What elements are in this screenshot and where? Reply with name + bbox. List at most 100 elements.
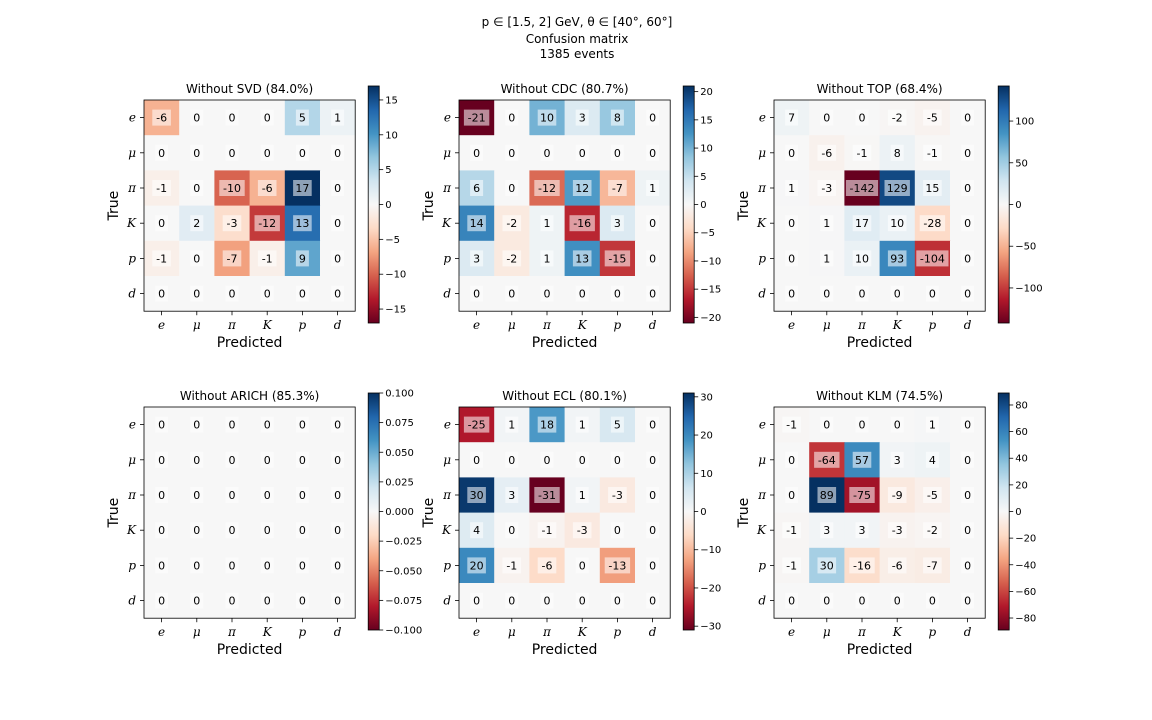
- x-tick-label: e: [473, 318, 480, 332]
- cell-label-box: [190, 285, 204, 302]
- y-tick-label: p: [443, 558, 451, 572]
- cell-value-label: -2: [927, 524, 938, 537]
- cell-label-box: [260, 522, 274, 539]
- y-tick-label: d: [758, 594, 766, 608]
- cell-value-label: 0: [229, 419, 236, 432]
- cell-label-box: [610, 522, 624, 539]
- y-tick-label: π: [127, 181, 137, 195]
- y-tick-label: K: [126, 523, 137, 537]
- y-tick-label: d: [443, 287, 451, 301]
- cell-value-label: -142: [850, 182, 875, 195]
- colorbar-tick-label: 20: [700, 87, 713, 98]
- cell-value-label: 0: [788, 147, 795, 160]
- x-tick-label: p: [929, 318, 937, 332]
- colorbar-tick-label: −5: [385, 235, 400, 246]
- colorbar-tick-label: 0: [1015, 507, 1021, 518]
- cell-label-box: [852, 215, 872, 232]
- cell-label-box: [923, 557, 942, 574]
- cell-value-label: 0: [649, 147, 656, 160]
- cell-value-label: 0: [229, 454, 236, 467]
- x-tick-label: μ: [823, 625, 831, 639]
- cell-value-label: -2: [892, 112, 903, 125]
- cell-label-box: [785, 487, 799, 503]
- cell-label-box: [855, 285, 869, 302]
- cell-value-label: 3: [859, 524, 866, 537]
- y-axis-label: True: [106, 498, 122, 529]
- panel-title: Without TOP (68.4%): [817, 82, 943, 96]
- cell-label-box: [467, 557, 486, 574]
- colorbar: [367, 392, 380, 631]
- colorbar-tick-label: 0.025: [385, 477, 414, 488]
- cell-value-label: 0: [788, 595, 795, 608]
- cell-value-label: 1: [579, 419, 586, 432]
- cell-value-label: 0: [964, 524, 971, 537]
- cell-label-box: [331, 451, 345, 468]
- cell-value-label: 0: [788, 288, 795, 301]
- colorbar-tick-label: 20: [1015, 480, 1028, 491]
- cell-value-label: -28: [923, 217, 941, 230]
- cell-value-label: 30: [820, 559, 834, 572]
- colorbar-tick-label: −60: [1015, 587, 1036, 598]
- suptitle-line-3: 1385 events: [540, 47, 615, 61]
- cell-value-label: 0: [788, 252, 795, 265]
- x-tick-label: e: [158, 318, 165, 332]
- cell-value-label: -5: [927, 112, 938, 125]
- cell-value-label: 0: [823, 288, 830, 301]
- heatmap-panel: Without ECL (80.1%)-25 1 18 1 5 00 0 0 0 0 030 3 -31…: [421, 389, 721, 658]
- colorbar-tick-label: −80: [1015, 614, 1036, 625]
- x-axis-label: Predicted: [532, 642, 598, 658]
- cell-value-label: 0: [964, 288, 971, 301]
- x-tick-label: e: [473, 625, 480, 639]
- cell-label-box: [331, 487, 345, 503]
- cell-label-box: [505, 592, 519, 609]
- cell-label-box: [295, 487, 309, 503]
- cell-value-label: 0: [508, 595, 515, 608]
- cell-label-box: [610, 451, 624, 468]
- cell-label-box: [646, 109, 660, 126]
- cell-label-box: [190, 250, 204, 267]
- x-tick-label: p: [299, 318, 307, 332]
- cell-label-box: [470, 522, 484, 539]
- cell-value-label: 0: [473, 595, 480, 608]
- cell-label-box: [852, 144, 872, 161]
- cell-value-label: 0: [158, 217, 165, 230]
- cell-label-box: [887, 215, 907, 232]
- cell-label-box: [257, 250, 277, 267]
- cell-value-label: 0: [579, 454, 586, 467]
- y-tick-label: π: [127, 488, 137, 502]
- cell-label-box: [610, 144, 624, 161]
- y-tick-label: d: [128, 287, 136, 301]
- cell-value-label: 0: [579, 559, 586, 572]
- cell-label-box: [785, 285, 799, 302]
- colorbar-tick-label: 60: [1015, 427, 1028, 438]
- cell-value-label: -1: [262, 252, 273, 265]
- x-tick-label: K: [577, 318, 588, 332]
- colorbar-tick-label: 40: [1015, 454, 1028, 465]
- colorbar-tick-label: 30: [700, 392, 713, 403]
- cell-value-label: 15: [925, 182, 939, 195]
- cell-value-label: 0: [158, 288, 165, 301]
- cell-label-box: [890, 592, 904, 609]
- cell-value-label: 0: [544, 454, 551, 467]
- cell-value-label: 0: [299, 147, 306, 160]
- y-tick-label: K: [441, 523, 452, 537]
- cell-value-label: 12: [575, 182, 589, 195]
- cell-value-label: 0: [894, 419, 901, 432]
- x-tick-label: K: [892, 625, 903, 639]
- cell-value-label: 0: [264, 288, 271, 301]
- cell-value-label: 0: [929, 288, 936, 301]
- cell-label-box: [887, 109, 907, 126]
- cell-label-box: [961, 215, 975, 232]
- cell-label-box: [923, 180, 942, 196]
- cell-label-box: [463, 416, 490, 433]
- y-axis-label: True: [421, 498, 437, 529]
- cell-label-box: [260, 487, 274, 503]
- panel-title: Without SVD (84.0%): [186, 82, 313, 96]
- cell-label-box: [225, 487, 239, 503]
- colorbar-tick-label: 0: [385, 200, 391, 211]
- cell-label-box: [572, 180, 592, 196]
- cell-label-box: [820, 285, 834, 302]
- cell-label-box: [222, 215, 242, 232]
- colorbar-tick-label: 5: [385, 165, 391, 176]
- cell-label-box: [505, 109, 519, 126]
